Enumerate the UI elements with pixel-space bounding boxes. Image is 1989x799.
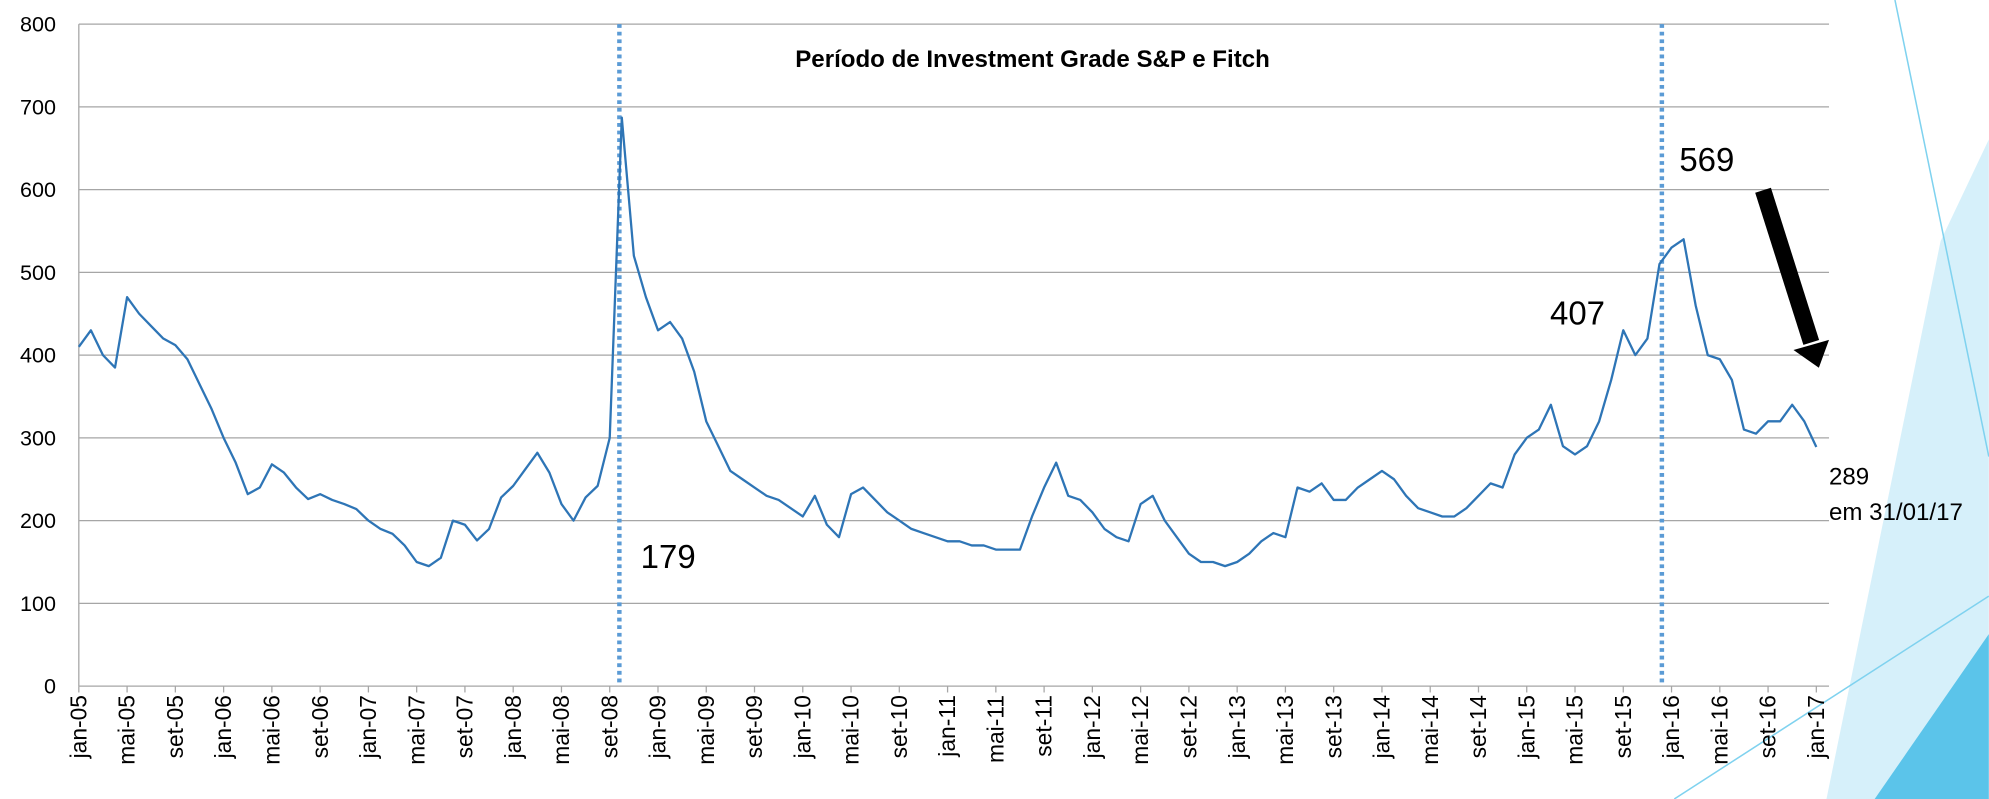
x-tick-label: mai-07 [403, 695, 429, 765]
x-tick-label: mai-09 [693, 695, 719, 765]
x-tick-label: mai-11 [982, 695, 1008, 763]
y-tick-label: 100 [20, 591, 56, 616]
annotation: 569 [1679, 141, 1734, 178]
x-tick-label: jan-16 [1658, 695, 1684, 759]
decoration [1826, 139, 1989, 799]
x-tick-label: set-15 [1610, 695, 1636, 758]
x-tick-label: mai-06 [258, 695, 284, 765]
y-tick-label: 0 [44, 674, 56, 699]
annotation: em 31/01/17 [1829, 499, 1963, 526]
x-tick-label: jan-08 [500, 695, 526, 759]
x-tick-label: mai-16 [1706, 695, 1732, 765]
data-line [77, 116, 1818, 568]
annotation: 289 [1829, 463, 1869, 490]
y-tick-label: 700 [20, 94, 56, 119]
x-tick-label: set-07 [452, 695, 478, 758]
decoration [1673, 595, 1989, 799]
x-tick-label: set-05 [162, 695, 188, 758]
x-tick-label: jan-06 [210, 695, 236, 759]
x-tick-label: set-08 [596, 695, 622, 758]
x-tick-label: set-13 [1320, 695, 1346, 758]
x-tick-label: jan-12 [1079, 695, 1105, 759]
x-tick-label: set-10 [886, 695, 912, 758]
x-tick-label: set-11 [1031, 695, 1057, 757]
y-tick-label: 500 [20, 260, 56, 285]
x-tick-label: jan-15 [1513, 695, 1539, 759]
y-tick-label: 200 [20, 508, 56, 533]
x-tick-label: set-16 [1755, 695, 1781, 758]
decoration [1894, 0, 1989, 457]
x-tick-label: mai-05 [114, 695, 140, 765]
x-tick-label: jan-10 [789, 695, 815, 759]
x-tick-label: mai-08 [548, 695, 574, 765]
x-tick-label: jan-14 [1369, 695, 1395, 760]
arrow [1755, 187, 1830, 368]
x-tick-label: jan-09 [645, 695, 671, 759]
y-tick-label: 800 [20, 12, 56, 37]
x-tick-label: set-14 [1465, 695, 1491, 759]
x-tick-label: set-09 [741, 695, 767, 758]
decoration [1874, 634, 1989, 799]
x-tick-label: jan-11 [934, 695, 960, 758]
x-tick-label: set-06 [307, 695, 333, 758]
x-tick-label: mai-13 [1272, 695, 1298, 765]
chart-title: Período de Investment Grade S&P e Fitch [795, 46, 1270, 73]
y-tick-label: 300 [20, 425, 56, 450]
y-tick-label: 400 [20, 343, 56, 368]
annotation: 407 [1550, 295, 1605, 332]
x-tick-label: mai-14 [1417, 695, 1443, 765]
x-tick-label: jan-17 [1803, 695, 1829, 759]
x-tick-label: mai-10 [838, 695, 864, 765]
x-tick-label: jan-07 [355, 695, 381, 759]
x-tick-label: jan-13 [1224, 695, 1250, 759]
annotation: 179 [641, 538, 696, 575]
x-tick-label: mai-15 [1562, 695, 1588, 765]
x-tick-label: mai-12 [1127, 695, 1153, 765]
x-tick-label: set-12 [1176, 695, 1202, 758]
x-tick-label: jan-05 [65, 695, 91, 759]
y-tick-label: 600 [20, 177, 56, 202]
